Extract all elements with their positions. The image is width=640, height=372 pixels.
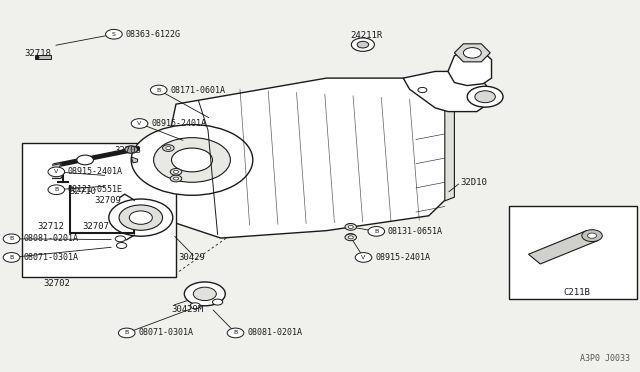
Circle shape [346,234,355,239]
Text: V: V [138,121,141,126]
Text: 08915-2401A: 08915-2401A [151,119,206,128]
Text: 32D10: 32D10 [461,178,488,187]
Circle shape [345,224,356,230]
Circle shape [348,236,353,239]
Polygon shape [448,50,492,86]
Circle shape [154,138,230,182]
Circle shape [467,86,503,107]
Text: C211B: C211B [563,288,590,296]
Text: 08071-0301A: 08071-0301A [138,328,193,337]
Text: 08915-2401A: 08915-2401A [68,167,123,176]
Text: 08081-0201A: 08081-0201A [23,234,78,243]
Polygon shape [445,108,454,201]
Text: 30429M: 30429M [172,305,204,314]
Polygon shape [52,164,64,179]
Text: B: B [54,187,58,192]
Circle shape [170,169,182,175]
Circle shape [351,38,374,51]
Circle shape [115,236,125,242]
Circle shape [106,29,122,39]
Circle shape [475,91,495,103]
Text: B: B [125,330,129,336]
Circle shape [463,48,481,58]
Circle shape [227,328,244,338]
Circle shape [48,185,65,195]
Circle shape [212,299,223,305]
Text: 32707: 32707 [82,222,109,231]
Text: B: B [10,236,13,241]
Circle shape [582,230,602,241]
Circle shape [357,41,369,48]
Circle shape [131,125,253,195]
Text: B: B [157,87,161,93]
Circle shape [150,85,167,95]
Circle shape [109,199,173,236]
Text: 08171-0601A: 08171-0601A [170,86,225,94]
Circle shape [368,227,385,236]
Text: B: B [234,330,237,336]
Text: 08363-6122G: 08363-6122G [125,30,180,39]
Circle shape [129,211,152,224]
Text: 30429: 30429 [178,253,205,262]
Text: S: S [112,32,116,37]
Text: 08071-0301A: 08071-0301A [23,253,78,262]
Circle shape [163,145,174,151]
Text: A3P0 J0033: A3P0 J0033 [580,354,630,363]
Circle shape [348,225,353,228]
Circle shape [125,146,138,153]
Circle shape [77,155,93,165]
Circle shape [588,233,596,238]
Text: 08121-0551E: 08121-0551E [68,185,123,194]
Circle shape [118,328,135,338]
Text: 24211R: 24211R [351,31,383,40]
Bar [22,143,176,277]
Circle shape [193,287,216,301]
Polygon shape [131,157,138,163]
Polygon shape [403,71,488,112]
Circle shape [170,175,182,182]
Circle shape [190,303,200,309]
Circle shape [184,282,225,306]
Text: V: V [54,169,58,174]
Circle shape [48,167,65,177]
Circle shape [3,234,20,244]
Circle shape [3,253,20,262]
Text: 32709: 32709 [95,196,122,205]
Text: 32703: 32703 [114,146,141,155]
Bar [509,206,637,299]
Text: 08081-0201A: 08081-0201A [247,328,302,337]
Circle shape [173,177,179,180]
Circle shape [116,243,127,248]
Text: B: B [374,229,378,234]
Text: 32710: 32710 [69,187,96,196]
Polygon shape [166,78,448,238]
Circle shape [346,224,355,229]
Polygon shape [454,44,490,62]
Circle shape [119,205,163,230]
Text: B: B [10,255,13,260]
Text: 32718: 32718 [24,49,51,58]
Circle shape [166,147,171,150]
Bar [35,55,51,59]
Circle shape [131,119,148,128]
Circle shape [173,170,179,173]
Circle shape [172,148,212,172]
Polygon shape [529,231,598,264]
Text: 08131-0651A: 08131-0651A [388,227,443,236]
Text: 32702: 32702 [44,279,70,288]
Circle shape [355,253,372,262]
Text: V: V [362,255,365,260]
Circle shape [345,234,356,241]
Text: 08915-2401A: 08915-2401A [375,253,430,262]
Text: 32712: 32712 [37,222,64,231]
Circle shape [418,87,427,93]
